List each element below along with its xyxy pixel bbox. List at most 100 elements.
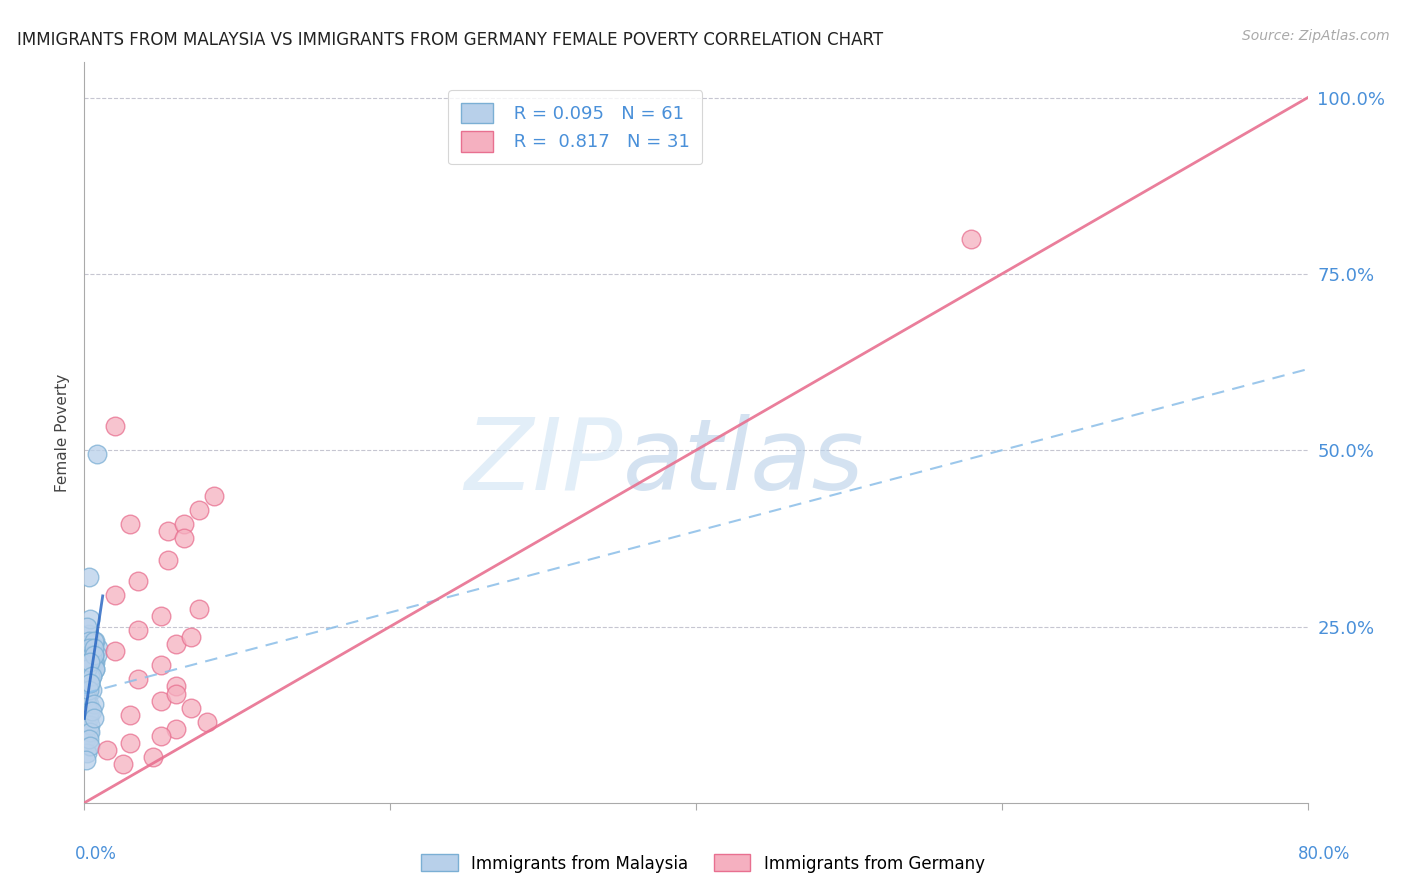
Point [80, 683, 103, 698]
Point [180, 700, 202, 714]
Point [84, 662, 107, 676]
Point [142, 750, 165, 764]
Point [79, 640, 101, 655]
Point [77, 739, 100, 754]
Point [79, 676, 101, 690]
Point [76, 747, 98, 761]
Point [165, 686, 187, 700]
Point [120, 736, 142, 750]
Point [77, 655, 100, 669]
Point [79, 669, 101, 683]
Point [76, 718, 98, 732]
Point [75, 640, 97, 655]
Point [127, 574, 149, 588]
Point [80, 669, 103, 683]
Point [84, 633, 107, 648]
Point [77, 570, 100, 584]
Point [165, 637, 187, 651]
Point [83, 640, 105, 655]
Point [165, 722, 187, 736]
Point [149, 609, 172, 624]
Point [149, 658, 172, 673]
Y-axis label: Female Poverty: Female Poverty [55, 374, 70, 491]
Point [83, 633, 105, 648]
Point [83, 697, 105, 711]
Point [173, 532, 195, 546]
Point [149, 693, 172, 707]
Point [75, 732, 97, 747]
Point [80, 640, 103, 655]
Point [76, 690, 98, 704]
Point [188, 602, 211, 616]
Point [127, 673, 149, 687]
Point [84, 655, 107, 669]
Point [75, 690, 97, 704]
Point [960, 232, 983, 246]
Point [188, 503, 211, 517]
Point [79, 655, 101, 669]
Point [76, 669, 98, 683]
Legend: Immigrants from Malaysia, Immigrants from Germany: Immigrants from Malaysia, Immigrants fro… [415, 847, 991, 880]
Point [202, 489, 225, 503]
Point [76, 662, 98, 676]
Point [75, 754, 97, 768]
Point [77, 711, 100, 725]
Point [79, 612, 101, 626]
Point [77, 732, 100, 747]
Point [83, 655, 105, 669]
Point [80, 662, 103, 676]
Point [76, 619, 98, 633]
Point [77, 648, 100, 662]
Text: atlas: atlas [623, 414, 865, 511]
Point [165, 680, 187, 694]
Point [79, 739, 101, 754]
Point [83, 662, 105, 676]
Text: 0.0%: 0.0% [75, 845, 117, 863]
Point [80, 655, 103, 669]
Point [120, 707, 142, 722]
Point [79, 725, 101, 739]
Point [80, 648, 103, 662]
Point [104, 644, 127, 658]
Point [120, 517, 142, 532]
Point [86, 447, 108, 461]
Point [80, 704, 103, 718]
Point [83, 648, 105, 662]
Point [83, 711, 105, 725]
Point [79, 676, 101, 690]
Text: IMMIGRANTS FROM MALAYSIA VS IMMIGRANTS FROM GERMANY FEMALE POVERTY CORRELATION C: IMMIGRANTS FROM MALAYSIA VS IMMIGRANTS F… [17, 31, 883, 49]
Point [80, 669, 103, 683]
Point [79, 676, 101, 690]
Point [173, 517, 195, 532]
Point [87, 640, 110, 655]
Point [104, 588, 127, 602]
Point [104, 418, 127, 433]
Point [111, 757, 134, 772]
Text: 80.0%: 80.0% [1298, 845, 1351, 863]
Point [86, 648, 108, 662]
Point [96, 743, 118, 757]
Point [77, 725, 100, 739]
Legend:  R = 0.095   N = 61,  R =  0.817   N = 31: R = 0.095 N = 61, R = 0.817 N = 31 [449, 90, 702, 164]
Point [79, 718, 101, 732]
Text: ZIP: ZIP [464, 414, 623, 511]
Text: Source: ZipAtlas.com: Source: ZipAtlas.com [1241, 29, 1389, 43]
Point [77, 626, 100, 640]
Point [83, 648, 105, 662]
Point [79, 704, 101, 718]
Point [79, 669, 101, 683]
Point [180, 630, 202, 644]
Point [77, 676, 100, 690]
Point [195, 714, 218, 729]
Point [157, 552, 180, 566]
Point [79, 655, 101, 669]
Point [77, 697, 100, 711]
Point [76, 697, 98, 711]
Point [84, 662, 107, 676]
Point [77, 683, 100, 698]
Point [76, 683, 98, 698]
Point [77, 640, 100, 655]
Point [127, 623, 149, 637]
Point [77, 633, 100, 648]
Point [149, 729, 172, 743]
